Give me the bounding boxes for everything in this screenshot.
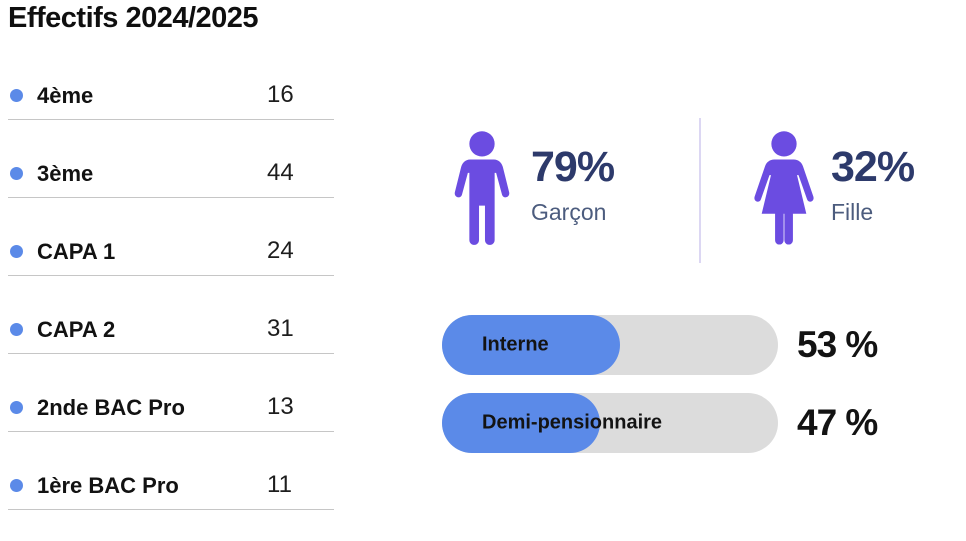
bullet-icon xyxy=(10,322,23,336)
row-label: 3ème xyxy=(37,160,94,186)
row-label: CAPA 1 xyxy=(37,238,116,264)
bullet-icon xyxy=(10,400,23,414)
boarding-chart: Interne 53 % Demi-pensionnaire 47 % xyxy=(442,315,962,471)
row-value: 24 xyxy=(267,236,294,264)
bar-row: Demi-pensionnaire 47 % xyxy=(442,393,962,453)
bullet-icon xyxy=(10,478,23,492)
row-value: 13 xyxy=(267,392,294,420)
bar-track: Demi-pensionnaire xyxy=(442,393,778,453)
enrollment-panel: Effectifs 2024/2025 4ème 16 3ème 44 CAPA… xyxy=(8,2,334,510)
bar-fill xyxy=(442,393,600,453)
table-row: 4ème 16 xyxy=(8,49,334,120)
enrollment-list: 4ème 16 3ème 44 CAPA 1 24 CAPA 2 31 2nde… xyxy=(8,49,334,510)
boy-percent: 79% xyxy=(531,143,615,191)
bullet-icon xyxy=(10,166,23,180)
table-row: CAPA 1 24 xyxy=(8,198,334,276)
girl-label: Fille xyxy=(831,199,874,225)
bar-row: Interne 53 % xyxy=(442,315,962,375)
boy-icon xyxy=(443,129,521,248)
bar-fill xyxy=(442,315,621,375)
girl-icon xyxy=(745,129,823,248)
boy-label: Garçon xyxy=(531,199,607,225)
vertical-divider xyxy=(699,118,701,263)
bullet-icon xyxy=(10,88,23,102)
row-label: 4ème xyxy=(37,82,94,108)
row-value: 16 xyxy=(267,80,294,108)
row-value: 44 xyxy=(267,158,294,186)
bar-label: Interne xyxy=(482,333,549,356)
row-value: 11 xyxy=(267,470,292,498)
bar-label: Demi-pensionnaire xyxy=(482,411,663,434)
girl-stat: 32% Fille xyxy=(831,143,915,225)
table-row: 2nde BAC Pro 13 xyxy=(8,354,334,432)
row-label: CAPA 2 xyxy=(37,316,116,342)
table-row: CAPA 2 31 xyxy=(8,276,334,354)
table-row: 1ère BAC Pro 11 xyxy=(8,432,334,510)
row-value: 31 xyxy=(267,314,294,342)
bullet-icon xyxy=(10,244,23,258)
table-row: 3ème 44 xyxy=(8,120,334,198)
bar-track: Interne xyxy=(442,315,778,375)
bar-percent: 47 % xyxy=(797,402,878,443)
page-title: Effectifs 2024/2025 xyxy=(8,2,259,34)
boy-stat: 79% Garçon xyxy=(531,143,615,225)
bar-percent: 53 % xyxy=(797,324,878,365)
girl-percent: 32% xyxy=(831,143,915,191)
row-label: 2nde BAC Pro xyxy=(37,394,185,420)
row-label: 1ère BAC Pro xyxy=(37,472,179,498)
